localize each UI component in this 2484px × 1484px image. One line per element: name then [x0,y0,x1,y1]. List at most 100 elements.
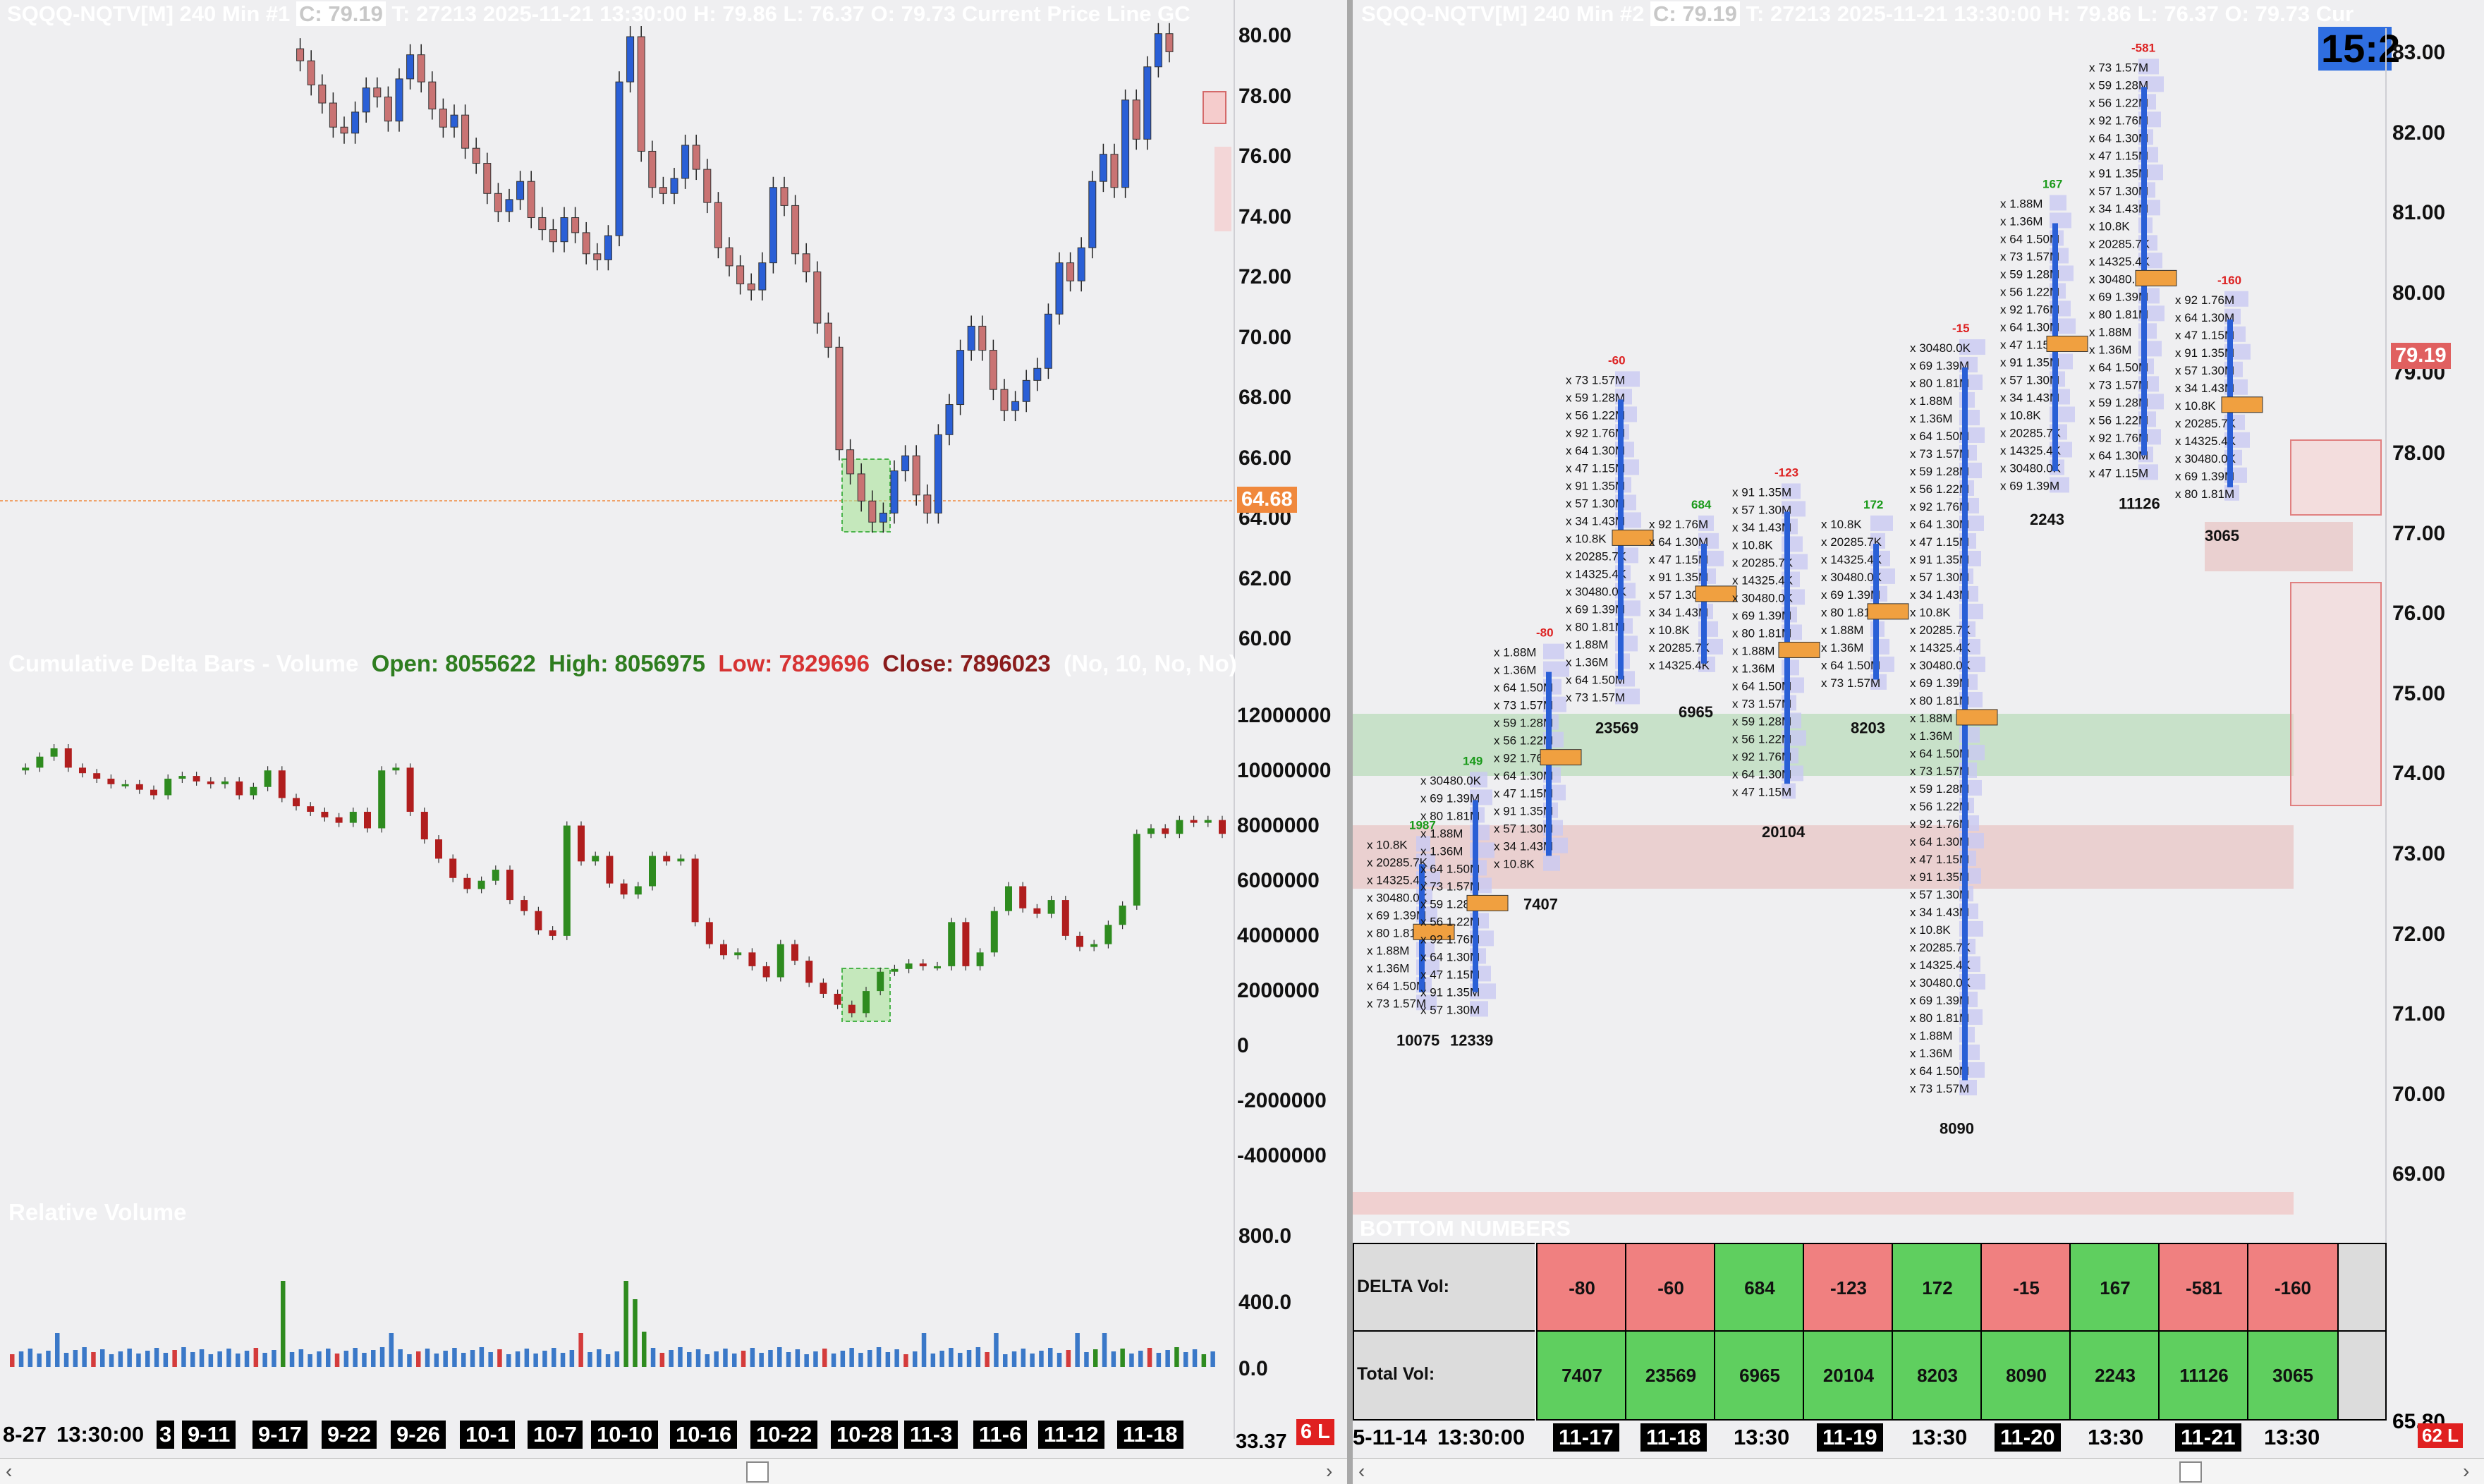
footprint-volume-cell [2050,477,2069,493]
price-candle [670,178,678,194]
footprint-row-text: x 91 1.35M [1910,553,1969,566]
footprint-row-text: x 10.8K [1649,624,1690,637]
panel-divider[interactable] [1347,0,1353,1484]
delta-bar [420,811,428,840]
time-tick: 10-22 [750,1421,818,1449]
relvol-bar [145,1351,150,1367]
price-candle [747,284,755,291]
relvol-bar [1048,1348,1053,1367]
footprint-row-text: x 1.88M [1420,827,1463,840]
red-volume-zone-lower [1353,825,2294,889]
price-candle [890,470,899,513]
price-candle [956,350,965,406]
right-scrollbar[interactable]: ‹ › [1353,1458,2484,1484]
footprint-row-text: x 10.8K [1821,518,1862,531]
footprint-row-text: x 1.88M [2089,325,2131,339]
footprint-time-tick: 13:30 [2088,1425,2144,1449]
footprint-time-tick: 13:30 [1911,1425,1968,1449]
price-candle [934,434,942,513]
footprint-chart-plot[interactable]: x 10.8K x 20285.7K x 14325.4K x 30480.0K x 6… [1353,0,2484,1439]
cumdelta-tick: 0 [1237,1034,1249,1057]
delta-bar [1019,886,1027,908]
price-candle [824,322,832,348]
scroll-right-icon[interactable]: › [1326,1460,1333,1482]
footprint-row-text: x 20285.7K [1649,641,1710,655]
relvol-bar [930,1354,936,1367]
relvol-bar [1003,1354,1008,1367]
footprint-row-text: x 56 1.22M [1566,408,1625,422]
footprint-row-text: x 57 1.30M [1494,822,1553,836]
footprint-total-label: 6965 [1679,703,1713,721]
footprint-row-text: x 56 1.22M [1420,915,1480,928]
total-vol-cell: 3065 [2247,1330,2339,1421]
right-scroll-left-icon[interactable]: ‹ [1358,1460,1365,1482]
footprint-poc-marker [2135,269,2177,286]
left-chart-plot[interactable] [0,0,1347,1439]
price-candle [417,54,425,83]
delta-bar [164,779,172,796]
relvol-bar [894,1349,899,1367]
right-scroll-thumb[interactable] [2179,1461,2202,1483]
price-candle [615,81,623,236]
footprint-row-text: x 73 1.57M [2000,250,2059,263]
delta-vol-cell: 172 [1892,1243,1983,1333]
footprint-row-text: x 30480.0K [2000,461,2062,475]
cumdelta-tick: 10000000 [1237,759,1332,782]
total-vol-cell: 20104 [1803,1330,1894,1421]
footprint-row-text: x 56 1.22M [2000,285,2059,298]
scroll-left-icon[interactable]: ‹ [6,1460,13,1482]
price-tick: 60.00 [1238,627,1292,650]
relvol-bar [1021,1349,1026,1367]
left-chart-panel[interactable]: SQQQ-NQTV[M] 240 Min #1 C: 79.19 T: 2721… [0,0,1347,1484]
right-chart-number: #2 [1619,1,1645,26]
price-candle [978,325,987,351]
footprint-row-text: x 1.36M [1910,1047,1952,1060]
footprint-row-text: x 59 1.28M [1910,465,1969,478]
price-candle [1033,367,1042,381]
price-candle [483,163,492,194]
delta-bar [549,930,556,936]
delta-bar [1133,834,1140,906]
footprint-row-text: x 34 1.43M [1494,840,1553,853]
footprint-delta-label: -581 [2131,41,2155,54]
relvol-bar [343,1351,349,1367]
delta-bar [834,994,841,1005]
delta-bar [392,767,400,771]
delta-bar [335,817,343,823]
relvol-bar [659,1353,665,1367]
footprint-row-text: x 1.36M [2000,214,2042,228]
footprint-row-text: x 69 1.39M [1910,676,1969,690]
footprint-row-text: x 69 1.39M [2000,479,2059,492]
price-tick: 76.00 [1238,145,1292,168]
price-candle [428,81,437,110]
total-vol-cell: 8203 [1892,1330,1983,1421]
footprint-row-text: x 1.88M [1821,624,1863,637]
price-candle [439,109,447,128]
relvol-bar [63,1353,69,1367]
price-candle [692,145,700,170]
footprint-row-text: x 64 1.30M [1649,535,1708,549]
relvol-tick: 0.0 [1238,1357,1268,1380]
footprint-delta-label: -160 [2217,274,2241,287]
delta-bar [563,825,571,936]
footprint-row-text: x 80 1.81M [1566,620,1625,633]
delta-bar [264,770,272,787]
footprint-row-text: x 92 1.76M [1910,500,1969,513]
relvol-bar [985,1352,990,1367]
footprint-row-text: x 69 1.39M [1367,908,1426,922]
footprint-price-tick: 73.00 [2392,842,2446,865]
left-scrollbar[interactable]: ‹ › [0,1458,1347,1484]
relvol-bar [750,1348,755,1367]
footprint-row-text: x 80 1.81M [1420,809,1480,822]
time-tick: 10-28 [831,1421,899,1449]
total-vol-cell: 2243 [2069,1330,2161,1421]
scroll-thumb[interactable] [746,1461,769,1483]
footprint-total-label: 12339 [1450,1032,1493,1050]
delta-bar [1219,820,1226,834]
right-scroll-right-icon[interactable]: › [2463,1460,2470,1482]
relvol-bar [614,1351,620,1367]
right-chart-panel[interactable]: SQQQ-NQTV[M] 240 Min #2 C: 79.19 T: 2721… [1353,0,2484,1484]
footprint-price-tick: 75.00 [2392,681,2446,705]
relvol-bar [560,1353,566,1367]
footprint-row-text: x 92 1.76M [2089,114,2148,127]
